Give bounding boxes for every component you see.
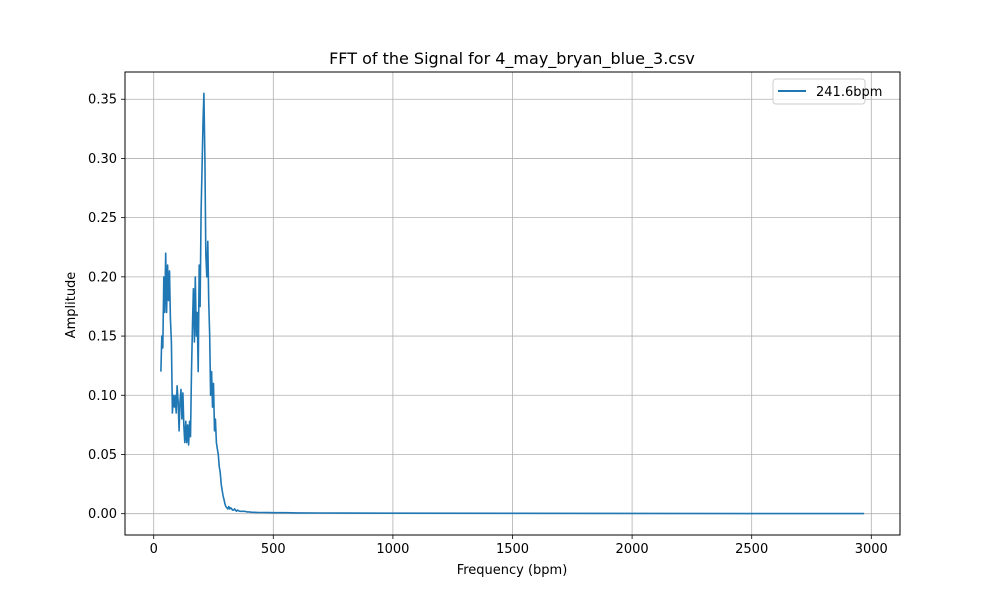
legend-label: 241.6bpm: [816, 85, 882, 100]
legend-box: [772, 78, 866, 105]
y-tick-label: 0.15: [88, 330, 117, 345]
y-tick-label: 0.35: [88, 93, 117, 108]
x-tick-label: 1000: [376, 542, 409, 557]
legend: 241.6bpm: [772, 78, 882, 105]
grid: [125, 72, 900, 535]
chart-title: FFT of the Signal for 4_may_bryan_blue_3…: [329, 49, 695, 69]
axis-ticks: 0 500 1000 1500 2000 2500 3000 0.00 0.05 0.10 0.15…: [88, 93, 888, 557]
y-tick-label: 0.00: [88, 507, 117, 522]
x-tick-label: 3000: [855, 542, 888, 557]
y-tick-label: 0.20: [88, 270, 117, 285]
x-tick-label: 2000: [616, 542, 649, 557]
axes-frame: [124, 71, 901, 536]
x-tick-label: 0: [150, 542, 158, 557]
x-tick-label: 2500: [735, 542, 768, 557]
series-layer: [160, 92, 865, 515]
x-tick-label: 1500: [496, 542, 529, 557]
x-tick-label: 500: [261, 542, 286, 557]
x-axis-label: Frequency (bpm): [457, 563, 568, 578]
y-axis-label: Amplitude: [64, 272, 79, 339]
y-tick-label: 0.05: [88, 448, 117, 463]
y-tick-label: 0.10: [88, 389, 117, 404]
series-line: [160, 92, 865, 515]
y-tick-label: 0.30: [88, 152, 117, 167]
y-tick-label: 0.25: [88, 211, 117, 226]
